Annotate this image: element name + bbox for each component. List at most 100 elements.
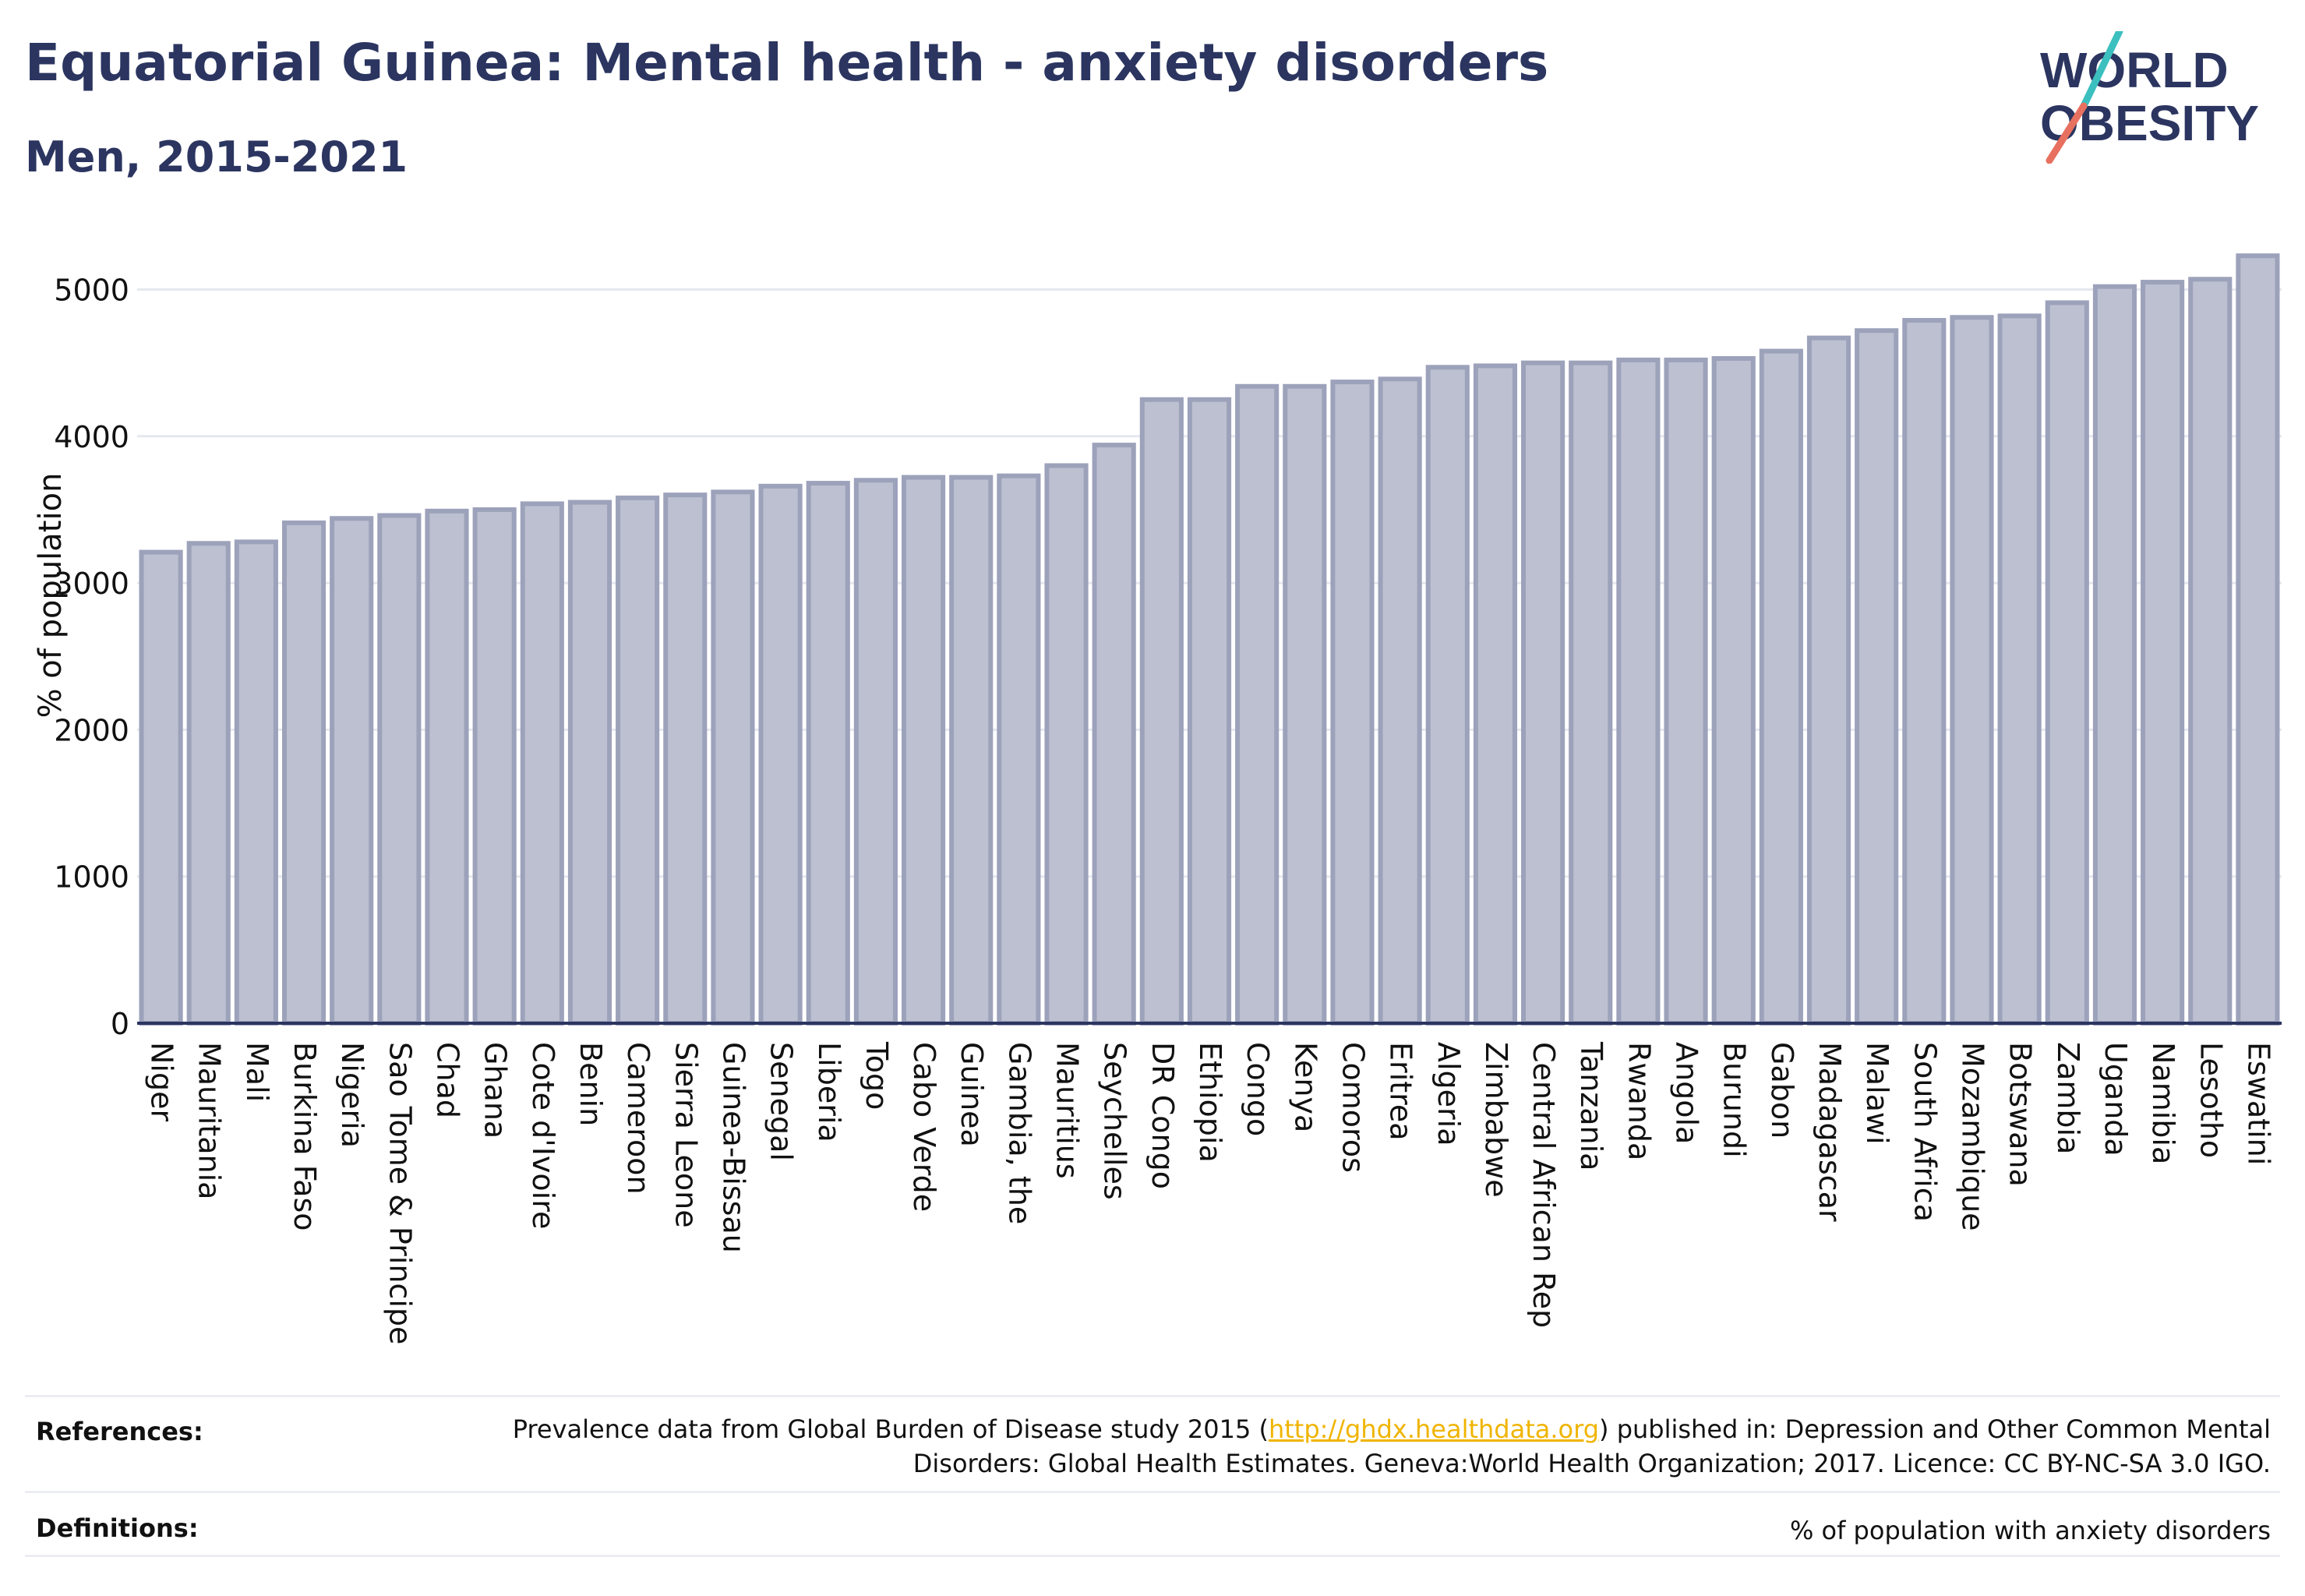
y-tick-label: 2000 xyxy=(54,713,129,747)
bar xyxy=(1283,383,1327,1026)
page-subtitle: Men, 2015-2021 xyxy=(25,132,408,182)
x-tick-label: Congo xyxy=(1241,1042,1275,1136)
x-tick-label: Niger xyxy=(145,1042,179,1121)
y-axis-label: % of population xyxy=(33,473,69,719)
bar xyxy=(901,475,946,1026)
references-link[interactable]: http://ghdx.healthdata.org xyxy=(1268,1414,1600,1444)
x-tick-label: Angola xyxy=(1670,1042,1704,1144)
x-tick-label: Malawi xyxy=(1860,1042,1894,1145)
y-tick-label: 1000 xyxy=(54,860,129,895)
references-text-after: ) published in: Depression and Other Com… xyxy=(912,1414,2271,1478)
x-tick-label: Zimbabwe xyxy=(1479,1042,1513,1198)
x-tick-label: Kenya xyxy=(1288,1042,1322,1132)
bar xyxy=(1997,313,2042,1026)
bar xyxy=(1092,443,1136,1026)
bar xyxy=(2141,280,2185,1026)
references-top-divider xyxy=(25,1395,2280,1397)
bar xyxy=(377,513,422,1026)
definitions-text: % of population with anxiety disorders xyxy=(1789,1516,2271,1545)
y-tick-label: 4000 xyxy=(54,420,129,454)
references-text-before: Prevalence data from Global Burden of Di… xyxy=(512,1414,1269,1444)
logo-slash-top xyxy=(2080,31,2123,110)
bar xyxy=(472,507,517,1026)
bar xyxy=(1139,397,1184,1026)
x-tick-label: Rwanda xyxy=(1622,1042,1656,1160)
bar xyxy=(2045,300,2089,1026)
x-tick-label: Tanzania xyxy=(1574,1041,1608,1171)
bar xyxy=(281,520,327,1026)
x-tick-label: Cabo Verde xyxy=(907,1042,941,1212)
bar xyxy=(567,500,612,1026)
world-obesity-logo: WORLD OBESITY xyxy=(2040,31,2259,164)
x-tick-label: Cameroon xyxy=(621,1042,655,1195)
x-tick-label: Burkina Faso xyxy=(288,1042,322,1231)
bar xyxy=(1616,357,1661,1026)
bar xyxy=(616,495,660,1026)
x-tick-label: Central African Rep xyxy=(1527,1042,1561,1328)
bar xyxy=(806,481,850,1026)
bar xyxy=(1187,397,1232,1026)
bar xyxy=(1425,365,1470,1026)
bar xyxy=(1044,463,1089,1026)
x-tick-label: Sierra Leone xyxy=(669,1042,703,1228)
x-tick-label: Eritrea xyxy=(1384,1042,1418,1141)
bar xyxy=(330,516,374,1026)
x-tick-label: Uganda xyxy=(2099,1042,2133,1156)
x-tick-label: Gambia, the xyxy=(1002,1042,1036,1224)
bar xyxy=(2236,253,2280,1026)
x-tick-label: Ghana xyxy=(478,1042,513,1139)
bar xyxy=(1759,348,1803,1026)
x-tick-label: Togo xyxy=(860,1041,894,1110)
bar xyxy=(520,501,564,1026)
definitions-bottom-divider xyxy=(25,1555,2280,1557)
x-tick-label: Mauritius xyxy=(1050,1042,1085,1179)
bar xyxy=(663,493,708,1026)
bar xyxy=(1711,355,1756,1026)
x-tick-label: Sao Tome & Principe xyxy=(383,1042,417,1344)
x-tick-label: Chad xyxy=(431,1042,465,1118)
bar xyxy=(1521,360,1565,1026)
x-tick-label: Zambia xyxy=(2051,1042,2085,1154)
bar xyxy=(234,539,278,1026)
logo-line1: WORLD xyxy=(2040,42,2229,98)
y-tick-label: 5000 xyxy=(54,273,129,307)
bar xyxy=(1664,357,1708,1026)
x-tick-label: DR Congo xyxy=(1145,1042,1180,1189)
bar xyxy=(853,478,898,1026)
x-tick-label: Mali xyxy=(240,1042,274,1102)
bar xyxy=(758,483,803,1026)
bar xyxy=(1855,328,1899,1026)
bar xyxy=(1473,363,1518,1026)
x-tick-label: Mozambique xyxy=(1955,1042,1989,1231)
y-tick-label: 3000 xyxy=(54,567,129,601)
x-tick-label: Nigeria xyxy=(335,1042,369,1148)
references-text: Prevalence data from Global Burden of Di… xyxy=(478,1412,2271,1481)
bar xyxy=(1569,360,1613,1026)
x-tick-label: Lesotho xyxy=(2194,1042,2228,1158)
definitions-label: Definitions: xyxy=(36,1513,199,1543)
bar xyxy=(711,489,755,1026)
x-tick-label: Botswana xyxy=(2003,1042,2038,1187)
x-tick-label: Benin xyxy=(574,1042,608,1126)
y-tick-label: 0 xyxy=(111,1007,129,1041)
bar xyxy=(1330,380,1375,1026)
x-tick-label: Liberia xyxy=(812,1042,846,1142)
logo-slash-bottom xyxy=(2046,102,2088,164)
x-tick-label: Cote d'Ivoire xyxy=(526,1042,560,1229)
bar xyxy=(1378,376,1422,1026)
x-tick-label: Ethiopia xyxy=(1193,1042,1227,1163)
x-tick-label: Namibia xyxy=(2146,1042,2180,1164)
references-label: References: xyxy=(36,1417,203,1446)
bar xyxy=(139,549,183,1026)
bar xyxy=(997,473,1041,1026)
x-tick-label: Mauritania xyxy=(192,1042,227,1199)
bar xyxy=(2092,284,2137,1026)
page-title: Equatorial Guinea: Mental health - anxie… xyxy=(25,33,1549,93)
bar xyxy=(949,475,994,1026)
x-tick-label: Algeria xyxy=(1431,1042,1466,1146)
x-tick-label: Seychelles xyxy=(1098,1042,1132,1200)
definitions-divider xyxy=(25,1491,2280,1493)
bar xyxy=(1235,383,1280,1026)
x-tick-label: South Africa xyxy=(1908,1042,1942,1222)
x-tick-label: Eswatini xyxy=(2241,1042,2275,1165)
